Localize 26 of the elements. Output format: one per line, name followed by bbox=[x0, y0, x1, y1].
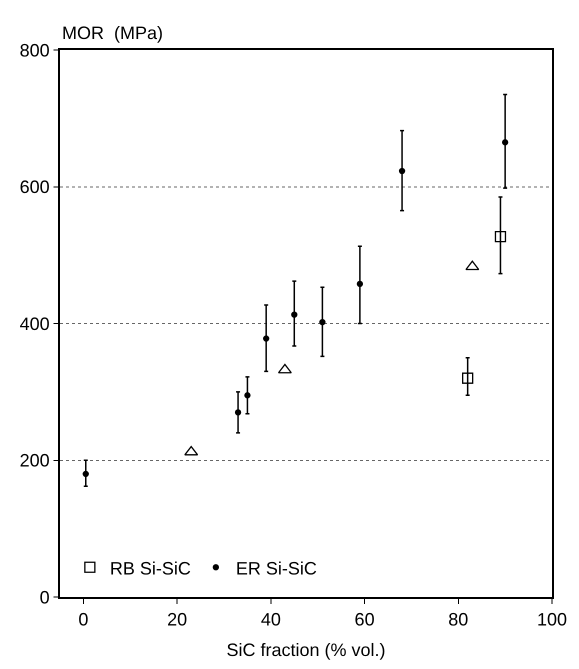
point bbox=[82, 470, 89, 478]
point bbox=[319, 318, 326, 326]
y-axis-title: MOR (MPa) bbox=[62, 23, 163, 43]
y-tick-label: 800 bbox=[20, 40, 50, 60]
point bbox=[263, 335, 270, 342]
y-tick-label: 400 bbox=[20, 314, 50, 334]
y-tick-label: 600 bbox=[20, 177, 50, 198]
y-tick-label: 200 bbox=[20, 450, 50, 471]
point bbox=[244, 392, 251, 398]
x-axis-title: SiC fraction (% vol.) bbox=[226, 640, 386, 660]
point bbox=[398, 168, 406, 174]
point bbox=[502, 139, 508, 146]
x-tick-label: 20 bbox=[167, 609, 188, 630]
point bbox=[356, 280, 364, 287]
point bbox=[462, 372, 474, 384]
y-tick-label: 0 bbox=[40, 587, 50, 608]
x-tick-label: 100 bbox=[536, 609, 568, 630]
point bbox=[234, 409, 242, 416]
x-tick-label: 40 bbox=[260, 609, 281, 630]
point bbox=[494, 231, 506, 242]
legend-label: ER Si-SiC bbox=[236, 558, 317, 578]
x-tick-label: 0 bbox=[78, 609, 88, 630]
x-tick-label: 60 bbox=[354, 609, 375, 630]
x-tick-label: 80 bbox=[448, 609, 468, 630]
point bbox=[291, 311, 298, 318]
legend-label: RB Si-SiC bbox=[110, 558, 191, 578]
